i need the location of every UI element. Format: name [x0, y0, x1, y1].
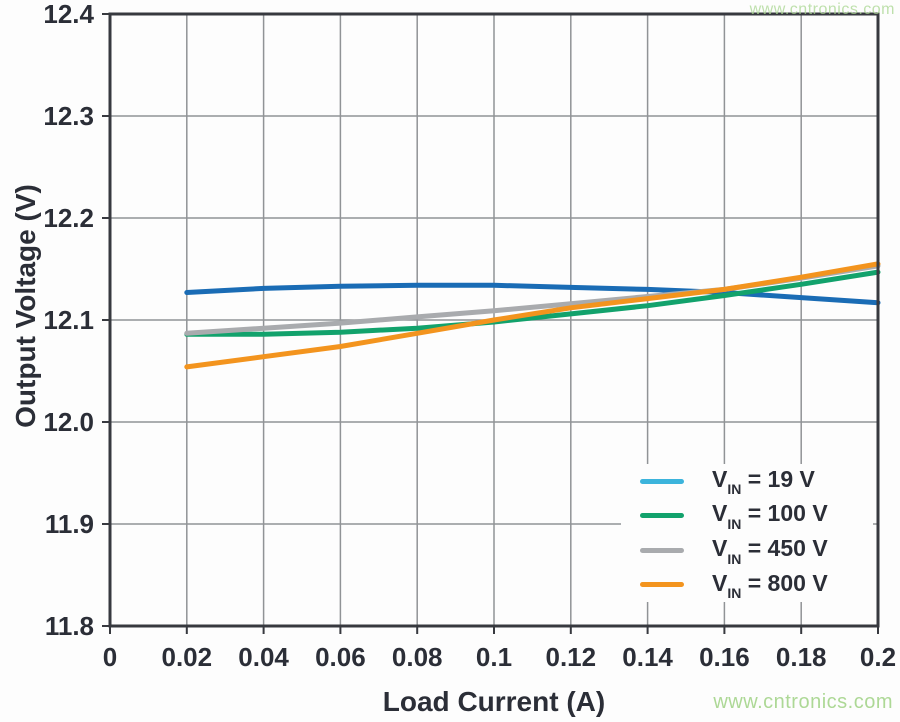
legend-item-vin-450: VIN = 450 V: [621, 535, 873, 567]
series-line-vin-450-v: [184, 263, 881, 336]
watermark-bottom: www.cntronics.com: [713, 691, 893, 713]
y-tick-label: 12.0: [43, 407, 94, 437]
x-axis-title: Load Current (A): [382, 686, 606, 717]
y-tick-label: 11.8: [44, 611, 94, 641]
x-tick-label: 0.04: [238, 642, 289, 672]
legend-label-vin-100: VIN = 100 V: [712, 500, 828, 532]
x-tick-label: 0.18: [775, 642, 827, 672]
y-axis-title: Output Voltage (V): [10, 184, 41, 428]
legend-item-vin-800: VIN = 800 V: [621, 570, 873, 600]
y-tick-label: 11.9: [44, 509, 94, 539]
legend-label-vin-19: VIN = 19 V: [712, 465, 815, 498]
legend-label-vin-800: VIN = 800 V: [712, 569, 828, 602]
legend-label-vin-450: VIN = 450 V: [712, 535, 828, 567]
plot-border: [108, 12, 880, 628]
legend-swatch-vin-100: [640, 513, 684, 519]
legend-item-vin-19: VIN = 19 V: [621, 466, 873, 496]
legend-swatch-vin-450: [640, 547, 684, 553]
x-tick-label: 0.06: [315, 642, 366, 672]
y-tick-label: 12.4: [43, 0, 94, 29]
y-tick-label: 12.2: [43, 203, 94, 233]
x-tick-label: 0: [102, 642, 118, 672]
series-line-vin-800-v: [184, 261, 881, 370]
series-line-vin-19-v: [184, 282, 881, 306]
x-tick-label: 0.08: [391, 642, 443, 672]
legend: VIN = 19 V VIN = 100 V VIN = 450 V VIN =…: [621, 464, 873, 602]
x-tick-label: 0.14: [622, 642, 673, 672]
legend-swatch-vin-19: [640, 478, 684, 484]
x-tick-label: 0.16: [699, 642, 750, 672]
x-tick-label: 0.02: [161, 642, 213, 672]
x-tick-label: 0.1: [475, 642, 513, 672]
x-tick-label: 0.12: [545, 642, 597, 672]
watermark-top: www.cntronics.com: [749, 1, 895, 18]
y-tick-label: 12.3: [43, 101, 94, 131]
x-tick-label: 0.2: [859, 642, 897, 672]
y-tick-label: 12.1: [43, 305, 94, 335]
legend-item-vin-100: VIN = 100 V: [621, 501, 873, 531]
series-line-vin-100-v: [184, 269, 881, 337]
legend-swatch-vin-800: [640, 582, 684, 588]
